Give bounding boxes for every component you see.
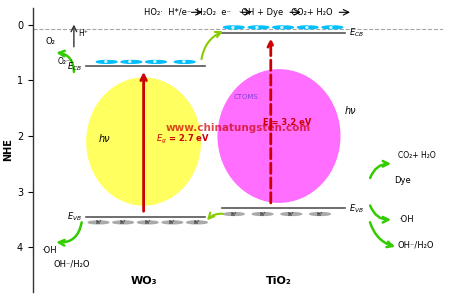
Text: e⁻: e⁻: [304, 25, 311, 30]
Circle shape: [273, 26, 293, 29]
Text: CTOMS: CTOMS: [234, 94, 259, 100]
Circle shape: [252, 213, 273, 215]
Text: ·OH: ·OH: [41, 246, 57, 255]
Text: e⁻: e⁻: [153, 60, 159, 64]
Text: OH⁻/H₂O: OH⁻/H₂O: [398, 240, 434, 249]
Text: hν: hν: [345, 106, 356, 116]
Circle shape: [146, 60, 166, 63]
Text: HO₂·  H*/e⁻  H₂O₂  e⁻   ·OH + Dye   CO₂+ H₂O: HO₂· H*/e⁻ H₂O₂ e⁻ ·OH + Dye CO₂+ H₂O: [144, 8, 332, 17]
Circle shape: [248, 26, 269, 29]
Circle shape: [310, 213, 330, 215]
Text: h⁺: h⁺: [317, 211, 324, 216]
Text: h⁺: h⁺: [259, 211, 266, 216]
Text: ·OH: ·OH: [398, 215, 414, 224]
Text: TiO₂: TiO₂: [266, 276, 292, 286]
Text: WO₃: WO₃: [130, 276, 157, 286]
Circle shape: [322, 26, 342, 29]
Text: $E_{VB}$: $E_{VB}$: [349, 202, 364, 215]
Text: H⁺: H⁺: [78, 29, 88, 38]
Circle shape: [137, 221, 158, 224]
Text: O₂: O₂: [45, 37, 55, 46]
Text: e⁻: e⁻: [230, 25, 237, 30]
Text: Dye: Dye: [394, 176, 410, 185]
Text: h⁺: h⁺: [144, 220, 151, 225]
Circle shape: [88, 221, 109, 224]
Circle shape: [281, 213, 302, 215]
Circle shape: [224, 213, 244, 215]
Text: h⁺: h⁺: [194, 220, 200, 225]
Text: $E_{VB}$: $E_{VB}$: [67, 210, 82, 223]
Text: $E_g$ = 2.7 eV: $E_g$ = 2.7 eV: [156, 133, 210, 146]
Text: CO₂+ H₂O: CO₂+ H₂O: [398, 151, 436, 160]
Text: $E_{CB}$: $E_{CB}$: [67, 60, 82, 73]
Circle shape: [297, 26, 318, 29]
Circle shape: [162, 221, 183, 224]
Text: e⁻: e⁻: [128, 60, 135, 64]
Text: hν: hν: [99, 134, 110, 144]
Text: NHE: NHE: [3, 138, 13, 161]
Circle shape: [121, 60, 142, 63]
Text: h⁺: h⁺: [230, 211, 237, 216]
Text: e⁻: e⁻: [329, 25, 336, 30]
Text: h⁺: h⁺: [169, 220, 176, 225]
Ellipse shape: [86, 77, 201, 206]
Text: O₂⁻·: O₂⁻·: [58, 57, 73, 65]
Text: E = 3.2 eV: E = 3.2 eV: [262, 118, 311, 127]
Text: www.chinatungsten.com: www.chinatungsten.com: [165, 123, 310, 133]
Text: e⁻: e⁻: [255, 25, 262, 30]
Text: h⁺: h⁺: [288, 211, 295, 216]
Text: e⁻: e⁻: [280, 25, 286, 30]
Circle shape: [113, 221, 133, 224]
Circle shape: [96, 60, 117, 63]
Text: e⁻: e⁻: [104, 60, 110, 64]
Circle shape: [187, 221, 207, 224]
Text: $E_{CB}$: $E_{CB}$: [349, 27, 364, 39]
Text: e⁻: e⁻: [181, 60, 188, 64]
Circle shape: [175, 60, 195, 63]
Ellipse shape: [217, 69, 341, 203]
Circle shape: [224, 26, 244, 29]
Text: h⁺: h⁺: [120, 220, 126, 225]
Text: h⁺: h⁺: [95, 220, 102, 225]
Text: OH⁻/H₂O: OH⁻/H₂O: [54, 260, 90, 269]
